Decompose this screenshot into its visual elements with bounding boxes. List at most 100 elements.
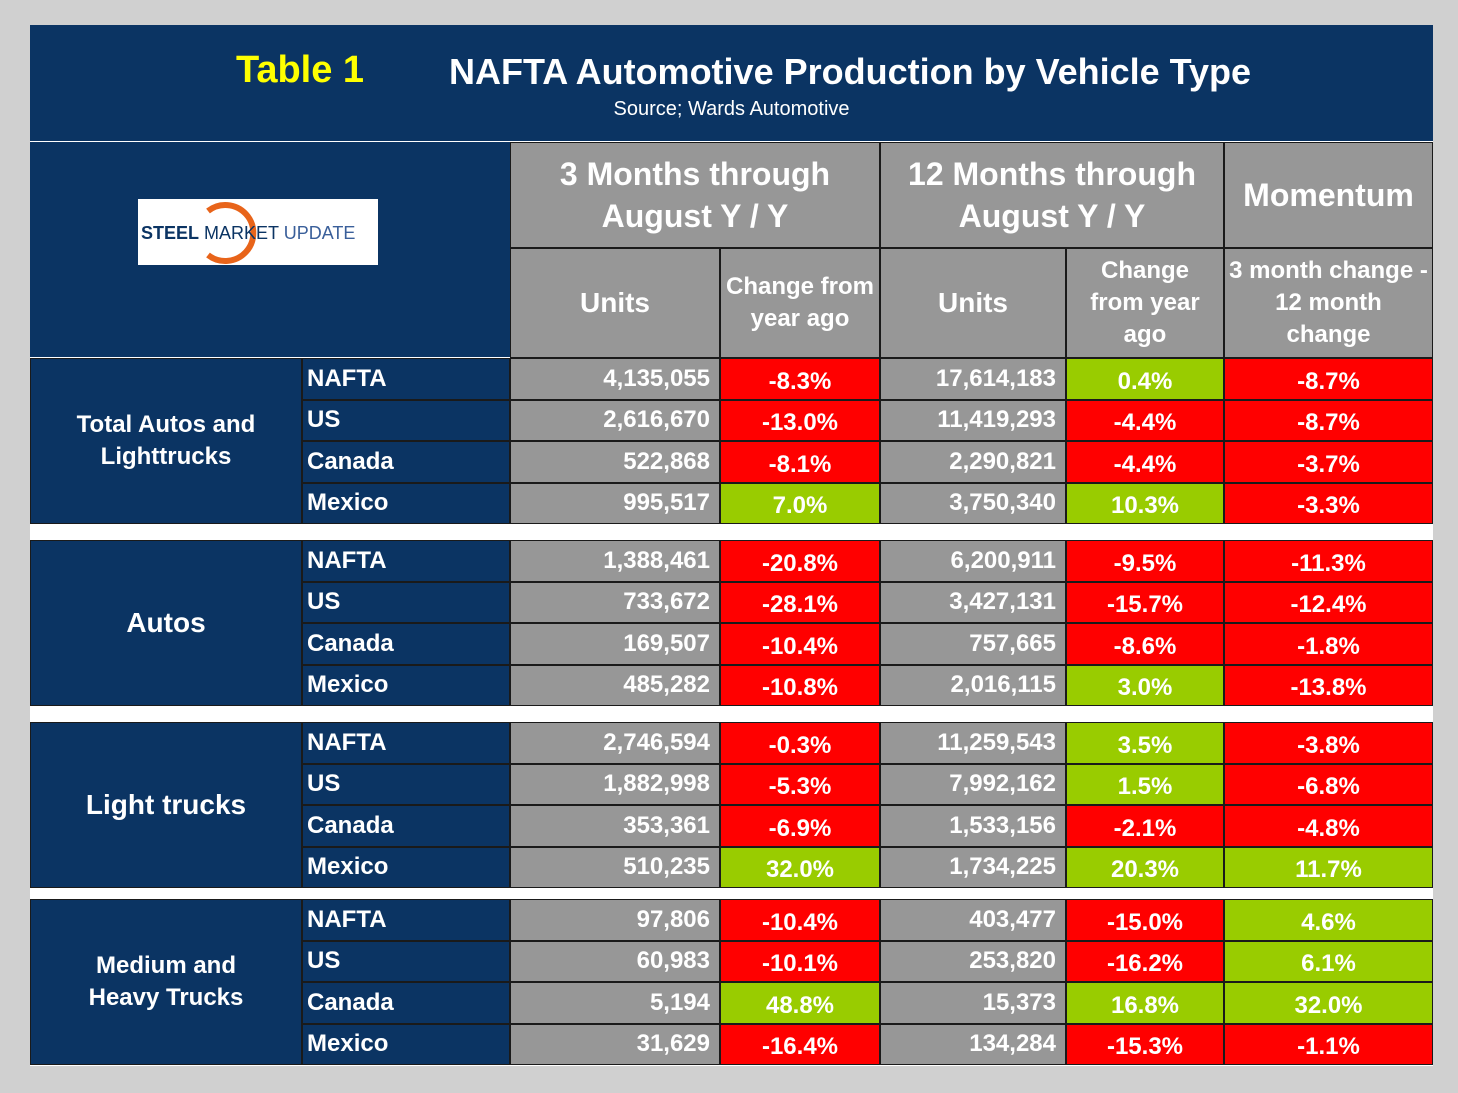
group-label-text-line: Medium and bbox=[95, 952, 236, 979]
change: -4.4% bbox=[1066, 441, 1224, 483]
logo-area: STEEL MARKET UPDATE bbox=[30, 142, 510, 357]
group-label-text-line: Lighttrucks bbox=[100, 443, 232, 470]
change: 0.4% bbox=[1066, 358, 1224, 400]
units: 5,194 bbox=[510, 982, 720, 1024]
units: 733,672 bbox=[510, 581, 720, 623]
units: 1,388,461 bbox=[510, 540, 720, 582]
units: 2,616,670 bbox=[510, 399, 720, 441]
region: US bbox=[302, 399, 510, 441]
column-header-text-line: change bbox=[1286, 321, 1371, 348]
units: 2,016,115 bbox=[880, 664, 1066, 706]
region: Canada bbox=[302, 982, 510, 1024]
units: 1,734,225 bbox=[880, 846, 1066, 888]
change: -8.6% bbox=[1066, 623, 1224, 665]
logo-word: MARKET bbox=[204, 223, 279, 243]
units: 757,665 bbox=[880, 623, 1066, 665]
column-header-text-line: from year bbox=[1090, 289, 1200, 316]
units: 169,507 bbox=[510, 623, 720, 665]
change: 7.0% bbox=[720, 482, 880, 524]
group-label: Light trucks bbox=[30, 722, 302, 888]
column-group-header: 12 Months through August Y / Y bbox=[880, 142, 1224, 248]
change: -1.1% bbox=[1224, 1023, 1433, 1065]
column-group-header: Momentum bbox=[1224, 142, 1433, 248]
logo-text: STEEL MARKET UPDATE bbox=[141, 223, 355, 244]
units: 15,373 bbox=[880, 982, 1066, 1024]
region: NAFTA bbox=[302, 540, 510, 582]
column-group-text: 12 Months through August Y / Y bbox=[881, 153, 1223, 237]
logo-word: UPDATE bbox=[283, 223, 356, 243]
change: -10.4% bbox=[720, 899, 880, 941]
region: NAFTA bbox=[302, 358, 510, 400]
change: -1.8% bbox=[1224, 623, 1433, 665]
group-label-text-line: Total Autos and bbox=[76, 411, 256, 438]
column-header: Change from year ago bbox=[720, 248, 880, 358]
change: 3.5% bbox=[1066, 722, 1224, 764]
region: Mexico bbox=[302, 1023, 510, 1065]
units: 403,477 bbox=[880, 899, 1066, 941]
units: 60,983 bbox=[510, 940, 720, 982]
logo-word: STEEL bbox=[141, 223, 200, 243]
column-header-text: Change from year ago bbox=[1067, 255, 1223, 351]
change: -13.8% bbox=[1224, 664, 1433, 706]
column-group-text: Momentum bbox=[1225, 174, 1432, 216]
units: 353,361 bbox=[510, 805, 720, 847]
change: 4.6% bbox=[1224, 899, 1433, 941]
change: 48.8% bbox=[720, 982, 880, 1024]
change: -5.3% bbox=[720, 763, 880, 805]
column-group-text-line: 12 Months through bbox=[908, 156, 1196, 192]
region: NAFTA bbox=[302, 722, 510, 764]
column-header-text-line: 3 month change - bbox=[1229, 257, 1428, 284]
change: -13.0% bbox=[720, 399, 880, 441]
group-label-text: Light trucks bbox=[31, 789, 301, 821]
column-header-text: Units bbox=[881, 287, 1065, 319]
change: -11.3% bbox=[1224, 540, 1433, 582]
region: Canada bbox=[302, 623, 510, 665]
change: 32.0% bbox=[1224, 982, 1433, 1024]
region: Mexico bbox=[302, 482, 510, 524]
column-group-text-line: 3 Months through bbox=[559, 156, 831, 192]
change: -4.8% bbox=[1224, 805, 1433, 847]
region: US bbox=[302, 763, 510, 805]
column-header-text: 3 month change - 12 month change bbox=[1225, 255, 1432, 351]
change: 20.3% bbox=[1066, 846, 1224, 888]
change: -9.5% bbox=[1066, 540, 1224, 582]
column-header: Units bbox=[880, 248, 1066, 358]
column-header-text-line: Units bbox=[938, 287, 1008, 318]
column-header-text: Change from year ago bbox=[721, 271, 879, 335]
units: 4,135,055 bbox=[510, 358, 720, 400]
change: -20.8% bbox=[720, 540, 880, 582]
change: -16.2% bbox=[1066, 940, 1224, 982]
column-header-text-line: Units bbox=[580, 287, 650, 318]
source: Source; Wards Automotive bbox=[613, 98, 850, 120]
region: US bbox=[302, 940, 510, 982]
group-label: Medium and Heavy Trucks bbox=[30, 899, 302, 1065]
change: -8.7% bbox=[1224, 399, 1433, 441]
change: -12.4% bbox=[1224, 581, 1433, 623]
units: 6,200,911 bbox=[880, 540, 1066, 582]
group-label-text-line: Heavy Trucks bbox=[88, 984, 244, 1011]
units: 253,820 bbox=[880, 940, 1066, 982]
change: 3.0% bbox=[1066, 664, 1224, 706]
change: -15.0% bbox=[1066, 899, 1224, 941]
change: -3.7% bbox=[1224, 441, 1433, 483]
group-label-text: Total Autos and Lighttrucks bbox=[31, 409, 301, 473]
change: -15.7% bbox=[1066, 581, 1224, 623]
change: -2.1% bbox=[1066, 805, 1224, 847]
change: -6.8% bbox=[1224, 763, 1433, 805]
change: -8.3% bbox=[720, 358, 880, 400]
region: Canada bbox=[302, 805, 510, 847]
units: 97,806 bbox=[510, 899, 720, 941]
region: US bbox=[302, 581, 510, 623]
column-group-text-line: Momentum bbox=[1243, 177, 1414, 213]
column-header-text-line: Change from bbox=[725, 273, 874, 300]
column-header: Change from year ago bbox=[1066, 248, 1224, 358]
table-title: NAFTA Automotive Production by Vehicle T… bbox=[448, 51, 1252, 92]
region: Mexico bbox=[302, 664, 510, 706]
group-label-text: Medium and Heavy Trucks bbox=[31, 950, 301, 1014]
units: 2,290,821 bbox=[880, 441, 1066, 483]
change: -15.3% bbox=[1066, 1023, 1224, 1065]
change: -3.8% bbox=[1224, 722, 1433, 764]
column-header-text-line: 12 month bbox=[1275, 289, 1382, 316]
change: -0.3% bbox=[720, 722, 880, 764]
